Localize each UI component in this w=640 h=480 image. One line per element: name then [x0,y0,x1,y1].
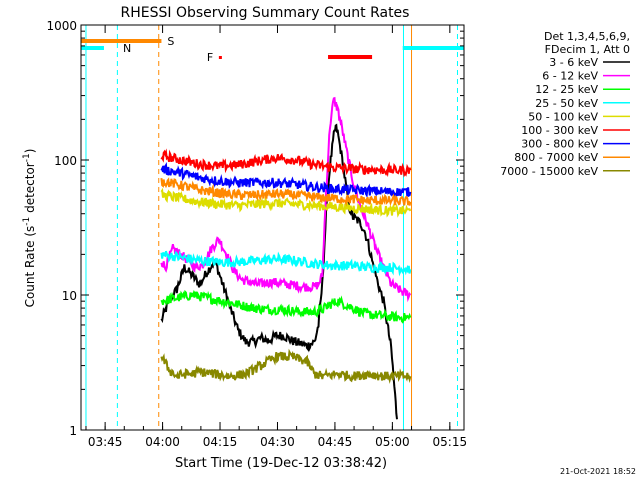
series-line [160,96,412,303]
legend-entry-label: 3 - 6 keV [549,56,598,69]
annotations-layer: S N F [81,35,464,64]
legend-entry-label: 300 - 800 keV [521,138,598,151]
flare-label: F [207,51,213,64]
date-stamp: 21-Oct-2021 18:52 [560,467,636,476]
legend-entry-label: 800 - 7000 keV [514,151,598,164]
legend: Det 1,3,4,5,6,9, FDecim 1, Att 0 3 - 6 k… [500,30,630,178]
y-tick-label: 100 [54,154,77,168]
x-tick-label: 04:45 [318,435,353,449]
legend-header-1: Det 1,3,4,5,6,9, [544,30,630,43]
legend-entry-label: 12 - 25 keV [535,83,598,96]
saa-label: S [167,35,174,48]
night-label: N [123,42,131,55]
series-layer [160,96,412,420]
legend-entry-label: 6 - 12 keV [542,70,598,83]
legend-entry-label: 50 - 100 keV [528,110,598,123]
x-tick-label: 04:00 [145,435,180,449]
x-tick-label: 04:15 [203,435,238,449]
y-tick-label: 10 [62,289,77,303]
x-tick-label: 05:15 [433,435,468,449]
x-axis-label: Start Time (19-Dec-12 03:38:42) [175,456,387,471]
vertical-markers [85,25,458,430]
legend-header-2: FDecim 1, Att 0 [545,43,630,56]
x-tick-label: 04:30 [260,435,295,449]
series-line [160,289,412,324]
y-label-mid: detector [23,162,37,217]
y-label-main: Count Rate (s [23,226,37,308]
y-label-sup2: -1 [22,153,32,162]
series-line [160,123,398,420]
y-label-end: ) [23,149,37,154]
series-line [160,148,412,178]
y-label-sup1: -1 [22,217,32,226]
series-line [160,348,412,384]
legend-entry-label: 25 - 50 keV [535,97,598,110]
flare-marker-dot [218,56,222,59]
y-tick-label: 1 [69,424,77,438]
legend-entry-label: 100 - 300 keV [521,124,598,137]
x-tick-label: 03:45 [88,435,123,449]
axis-ticks: 03:45 04:00 04:15 04:30 04:45 05:00 05:15 1 10 10… [46,19,467,449]
chart-title: RHESSI Observing Summary Count Rates [121,5,410,21]
legend-entry-label: 7000 - 15000 keV [500,165,598,178]
series-line [160,250,412,277]
series-line [160,177,412,207]
y-axis-label: Count Rate (s-1 detector-1) [22,149,37,308]
y-tick-label: 1000 [46,19,77,33]
series-line [160,161,412,199]
plot-frame [80,24,465,431]
series-line [160,187,412,218]
x-tick-label: 05:00 [375,435,410,449]
